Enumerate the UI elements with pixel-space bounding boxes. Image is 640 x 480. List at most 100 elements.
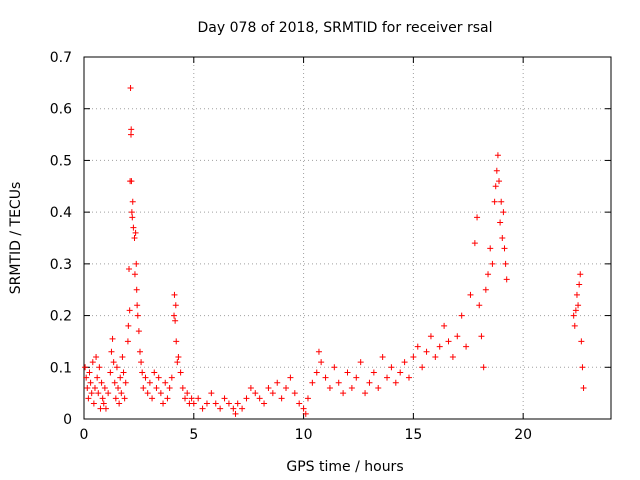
data-point (362, 390, 369, 397)
data-point (107, 369, 114, 376)
data-point (172, 302, 179, 309)
data-point (127, 131, 134, 138)
data-point (157, 390, 164, 397)
data-point (283, 384, 290, 391)
data-point (234, 400, 241, 407)
data-point (133, 260, 140, 267)
data-point (105, 390, 112, 397)
data-point (578, 338, 585, 345)
data-point (269, 390, 276, 397)
data-point (168, 374, 175, 381)
data-point (166, 384, 173, 391)
data-point (503, 276, 510, 283)
data-point (274, 379, 281, 386)
data-point (291, 390, 298, 397)
data-point (144, 390, 151, 397)
x-tick-label: 20 (514, 427, 532, 443)
data-point (102, 405, 109, 412)
data-point (454, 333, 461, 340)
data-point (162, 379, 169, 386)
data-point (493, 167, 500, 174)
data-points (82, 85, 587, 417)
data-point (580, 384, 587, 391)
data-point (93, 353, 100, 360)
data-point (287, 374, 294, 381)
data-point (122, 379, 129, 386)
data-point (480, 364, 487, 371)
data-point (134, 312, 141, 319)
data-point (576, 281, 583, 288)
data-point (126, 266, 133, 273)
data-point (571, 322, 578, 329)
data-point (326, 384, 333, 391)
data-point (491, 198, 498, 205)
data-point (221, 395, 228, 402)
data-point (120, 369, 127, 376)
data-point (96, 364, 103, 371)
plot-frame (83, 56, 612, 420)
data-point (309, 379, 316, 386)
chart-title: Day 078 of 2018, SRMTID for receiver rsa… (198, 20, 493, 36)
data-point (348, 384, 355, 391)
data-point (300, 405, 307, 412)
data-point (174, 359, 181, 366)
data-point (482, 286, 489, 293)
data-point (243, 395, 250, 402)
data-point (90, 400, 97, 407)
data-point (188, 395, 195, 402)
data-point (171, 312, 178, 319)
data-point (212, 400, 219, 407)
data-point (500, 209, 507, 216)
data-point (304, 395, 311, 402)
data-point (149, 395, 156, 402)
data-point (492, 183, 499, 190)
y-tick-label: 0.4 (50, 205, 72, 221)
data-point (184, 390, 191, 397)
data-point (397, 369, 404, 376)
data-point (313, 369, 320, 376)
data-point (128, 126, 135, 133)
data-point (230, 405, 237, 412)
data-point (427, 333, 434, 340)
data-point (131, 271, 138, 278)
data-point (570, 312, 577, 319)
data-point (126, 307, 133, 314)
data-point (111, 379, 118, 386)
data-point (91, 384, 98, 391)
data-point (140, 384, 147, 391)
x-tick-label: 10 (295, 427, 313, 443)
data-point (410, 353, 417, 360)
data-point (388, 364, 395, 371)
data-point (252, 390, 259, 397)
data-point (232, 410, 239, 417)
data-point (94, 374, 101, 381)
data-point (117, 374, 124, 381)
data-point (441, 322, 448, 329)
data-point (296, 400, 303, 407)
data-point (478, 333, 485, 340)
data-point (127, 85, 134, 92)
data-point (247, 384, 254, 391)
x-tick-label: 0 (80, 427, 89, 443)
data-point (89, 359, 96, 366)
data-point (467, 291, 474, 298)
data-point (173, 338, 180, 345)
y-tick-label: 0 (63, 412, 72, 428)
data-point (171, 291, 178, 298)
y-tick-label: 0.5 (50, 153, 72, 169)
data-point (575, 302, 582, 309)
data-point (502, 260, 509, 267)
data-point (172, 317, 179, 324)
data-point (463, 343, 470, 350)
data-point (135, 328, 142, 335)
data-point (432, 353, 439, 360)
x-tick-label: 5 (189, 427, 198, 443)
grid-lines (84, 57, 611, 419)
data-point (423, 348, 430, 355)
data-point (121, 395, 128, 402)
data-point (195, 395, 202, 402)
axis-ticks: 0 5 10 15 20 0 0.1 0.2 0.3 0.4 0.5 0.6 0.7 (50, 50, 611, 443)
data-point (474, 214, 481, 221)
data-point (155, 374, 162, 381)
data-point (384, 374, 391, 381)
